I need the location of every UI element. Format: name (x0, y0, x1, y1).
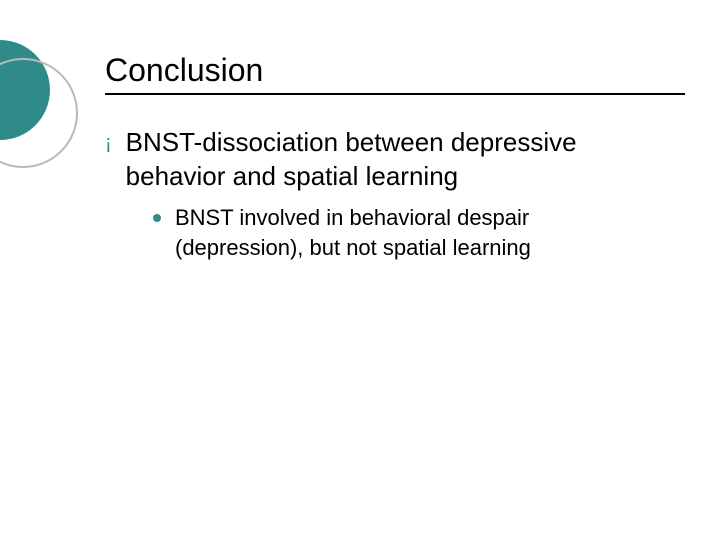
accent-circle-outline (0, 58, 78, 168)
bullet-level2-marker (153, 214, 161, 222)
title-underline (105, 93, 685, 95)
slide-title: Conclusion (105, 52, 665, 93)
bullet-level1-marker: ¡ (105, 126, 112, 160)
bullet-level2-text: BNST involved in behavioral despair (dep… (175, 203, 645, 263)
slide-content: Conclusion ¡ BNST-dissociation between d… (105, 52, 690, 263)
bullet-level1-text: BNST-dissociation between depressive beh… (126, 125, 646, 193)
bullet-list: ¡ BNST-dissociation between depressive b… (105, 125, 690, 263)
bullet-level1: ¡ BNST-dissociation between depressive b… (105, 125, 690, 193)
bullet-level2: BNST involved in behavioral despair (dep… (153, 203, 690, 263)
